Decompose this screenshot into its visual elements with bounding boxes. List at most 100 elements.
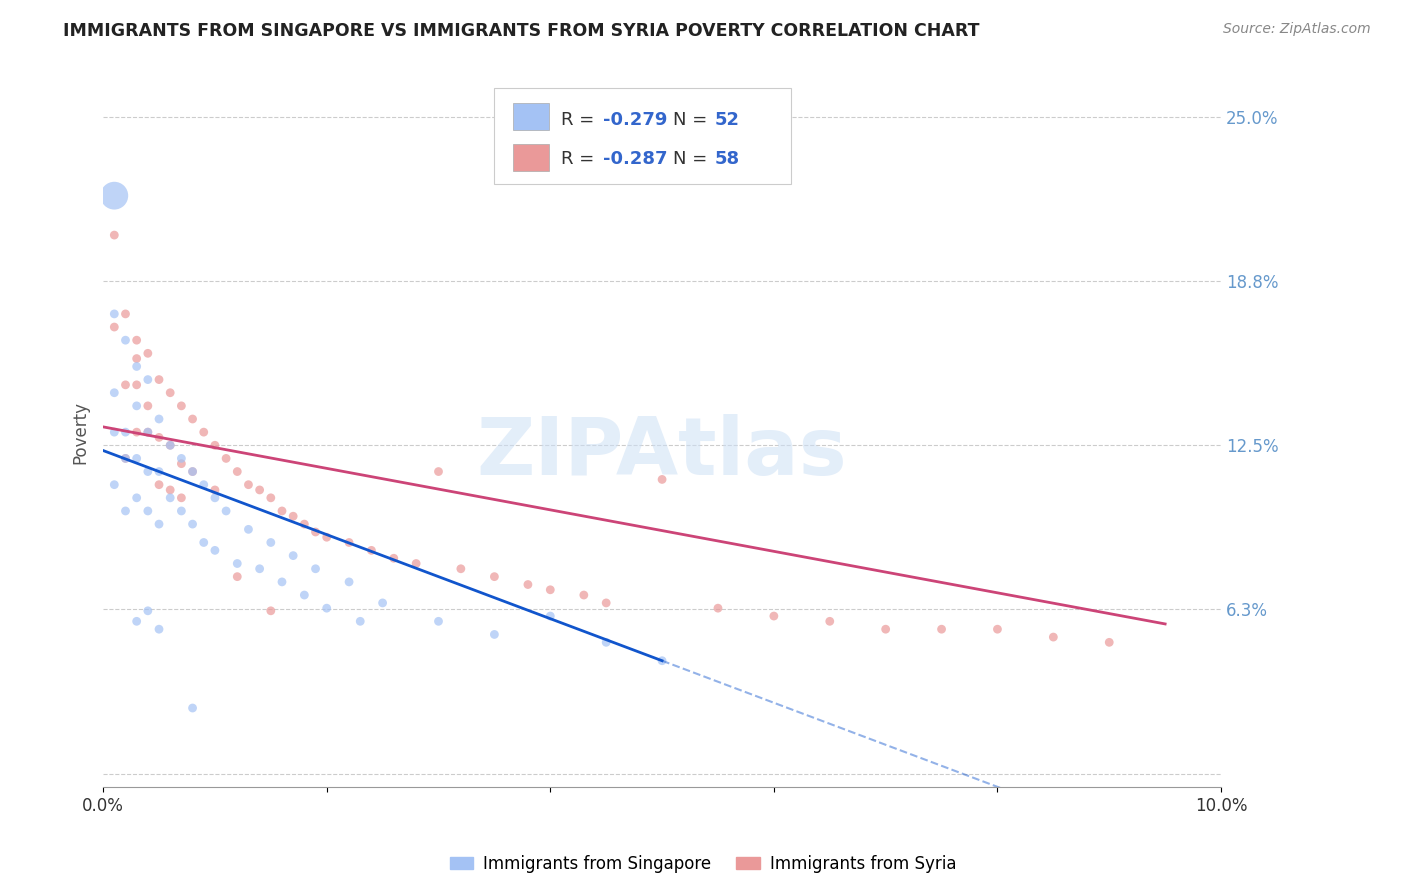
Text: 58: 58: [714, 150, 740, 168]
FancyBboxPatch shape: [513, 145, 550, 171]
Point: [283, 509, 305, 524]
Point: [136, 399, 159, 413]
Point: [260, 491, 283, 505]
Point: [159, 491, 181, 505]
Text: -0.287: -0.287: [603, 150, 668, 168]
Point: [405, 557, 427, 571]
Point: [986, 622, 1008, 636]
Text: R =: R =: [561, 150, 595, 168]
Point: [1098, 635, 1121, 649]
Point: [125, 359, 148, 374]
Point: [215, 504, 238, 518]
Point: [159, 385, 181, 400]
Point: [103, 188, 125, 202]
Point: [516, 577, 538, 591]
Point: [204, 483, 226, 497]
Point: [125, 351, 148, 366]
Point: [349, 615, 371, 629]
Point: [148, 622, 170, 636]
Point: [260, 604, 283, 618]
Point: [238, 522, 260, 536]
Point: [170, 457, 193, 471]
Point: [651, 472, 673, 486]
Point: [136, 425, 159, 439]
Point: [382, 551, 405, 566]
Point: [114, 333, 136, 347]
Point: [136, 604, 159, 618]
Point: [427, 465, 450, 479]
Point: [271, 574, 294, 589]
Point: [249, 562, 271, 576]
Point: [315, 530, 337, 544]
Point: [181, 701, 204, 715]
Text: -0.279: -0.279: [603, 111, 668, 129]
Point: [181, 412, 204, 426]
Point: [371, 596, 394, 610]
Point: [538, 609, 561, 624]
Point: [136, 346, 159, 360]
Point: [875, 622, 897, 636]
Y-axis label: Poverty: Poverty: [72, 401, 89, 464]
Point: [159, 438, 181, 452]
Point: [125, 451, 148, 466]
Point: [181, 465, 204, 479]
Point: [204, 543, 226, 558]
Point: [125, 615, 148, 629]
Point: [125, 377, 148, 392]
Point: [315, 601, 337, 615]
Point: [193, 425, 215, 439]
Point: [226, 557, 249, 571]
Point: [304, 524, 326, 539]
Point: [204, 491, 226, 505]
Point: [136, 373, 159, 387]
Point: [170, 451, 193, 466]
Point: [170, 491, 193, 505]
Point: [427, 615, 450, 629]
Point: [125, 399, 148, 413]
Point: [148, 465, 170, 479]
Point: [114, 451, 136, 466]
Point: [181, 517, 204, 532]
Point: [360, 543, 382, 558]
Point: [136, 465, 159, 479]
Legend: Immigrants from Singapore, Immigrants from Syria: Immigrants from Singapore, Immigrants fr…: [443, 848, 963, 880]
Point: [762, 609, 785, 624]
Point: [484, 627, 506, 641]
Point: [103, 320, 125, 334]
Point: [215, 451, 238, 466]
Point: [148, 517, 170, 532]
Point: [538, 582, 561, 597]
Point: [260, 535, 283, 549]
Point: [170, 399, 193, 413]
Point: [304, 562, 326, 576]
Point: [283, 549, 305, 563]
Point: [159, 483, 181, 497]
Point: [170, 504, 193, 518]
Point: [148, 477, 170, 491]
Point: [125, 333, 148, 347]
Point: [450, 562, 472, 576]
Point: [226, 465, 249, 479]
Point: [249, 483, 271, 497]
Point: [337, 535, 360, 549]
Point: [292, 588, 315, 602]
Text: 52: 52: [714, 111, 740, 129]
Point: [271, 504, 294, 518]
Point: [572, 588, 595, 602]
Point: [159, 438, 181, 452]
Point: [595, 596, 617, 610]
Point: [103, 385, 125, 400]
FancyBboxPatch shape: [513, 103, 550, 129]
FancyBboxPatch shape: [495, 88, 790, 184]
Point: [193, 535, 215, 549]
Text: N =: N =: [673, 111, 707, 129]
Point: [1042, 630, 1064, 644]
Point: [931, 622, 953, 636]
Point: [148, 412, 170, 426]
Point: [595, 635, 617, 649]
Point: [103, 425, 125, 439]
Point: [337, 574, 360, 589]
Point: [226, 569, 249, 583]
Point: [181, 465, 204, 479]
Point: [707, 601, 730, 615]
